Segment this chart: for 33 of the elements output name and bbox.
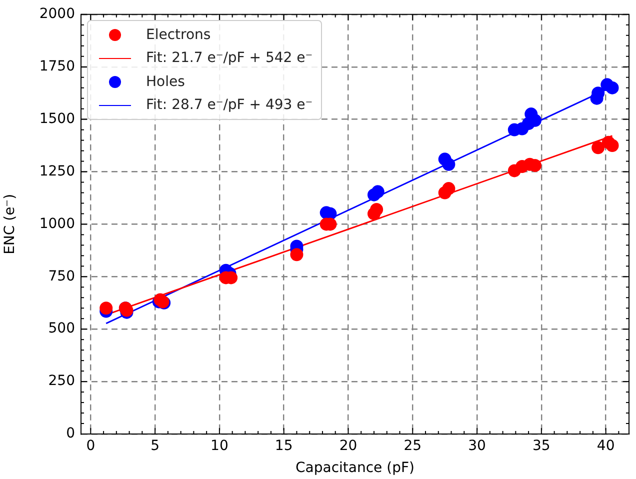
legend-label: Fit: 28.7 e⁻/pF + 493 e⁻ xyxy=(146,97,313,114)
y-tick-label: 750 xyxy=(48,268,75,284)
y-tick-label: 2000 xyxy=(39,6,75,22)
x-axis-title: Capacitance (pF) xyxy=(296,460,414,476)
x-tick-label: 10 xyxy=(210,438,228,454)
x-tick-label: 40 xyxy=(596,438,615,454)
point xyxy=(442,182,456,196)
legend-label: Fit: 21.7 e⁻/pF + 542 e⁻ xyxy=(146,50,313,66)
y-tick-label: 1000 xyxy=(39,216,75,232)
point xyxy=(371,185,384,198)
legend-label: Holes xyxy=(146,74,185,90)
y-tick-label: 0 xyxy=(66,426,75,442)
y-tick-label: 500 xyxy=(48,320,75,337)
y-tick-label: 1250 xyxy=(39,163,75,180)
x-tick-label: 35 xyxy=(532,438,550,454)
point xyxy=(290,248,304,262)
x-tick-label: 15 xyxy=(274,438,293,454)
legend-label: Electrons xyxy=(146,26,211,43)
y-tick-label: 1500 xyxy=(39,110,75,127)
x-tick-label: 5 xyxy=(150,438,160,454)
point xyxy=(100,302,113,315)
point xyxy=(606,81,619,94)
point xyxy=(442,158,456,171)
y-tick-label: 250 xyxy=(48,373,75,390)
point xyxy=(606,139,619,152)
point xyxy=(370,203,384,216)
y-axis-title: ENC (e⁻) xyxy=(2,194,18,254)
y-tick-label: 1750 xyxy=(39,58,75,74)
x-tick-label: 0 xyxy=(86,438,96,454)
point xyxy=(592,141,605,154)
x-tick-label: 25 xyxy=(404,438,422,454)
x-tick-label: 30 xyxy=(468,438,486,454)
x-tick-label: 20 xyxy=(339,438,358,454)
